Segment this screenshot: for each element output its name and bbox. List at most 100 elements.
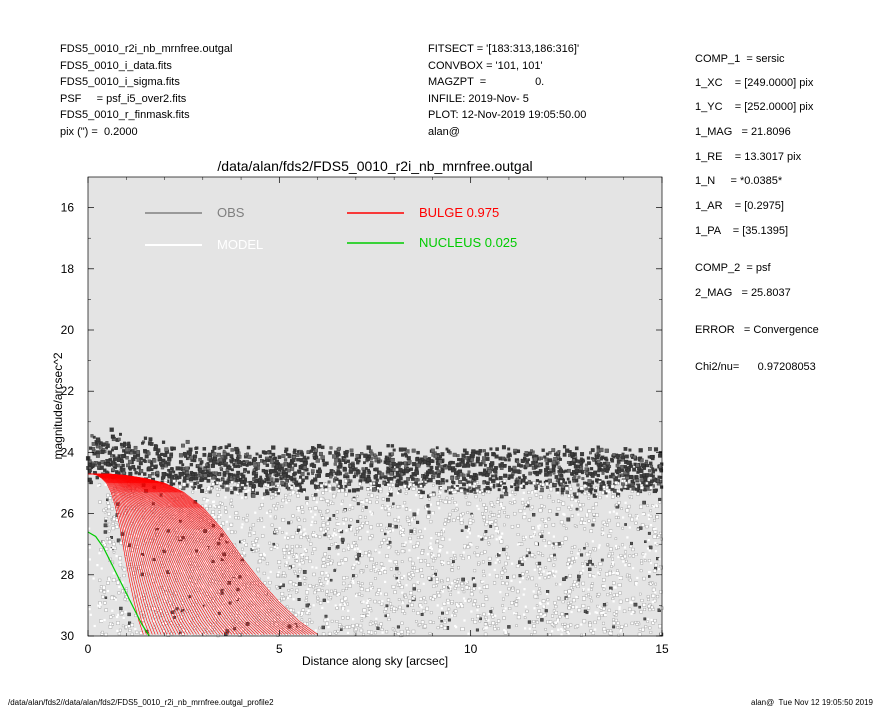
obs-point: [331, 502, 335, 505]
obs-point: [602, 587, 606, 591]
obs-point: [657, 475, 661, 479]
model-point: [579, 521, 582, 524]
obs-point: [603, 523, 607, 527]
obs-point: [357, 553, 361, 557]
model-point: [588, 612, 591, 615]
obs-point: [408, 577, 412, 581]
obs-point: [547, 575, 551, 579]
obs-point: [449, 587, 453, 591]
obs-point: [299, 545, 303, 548]
model-point: [397, 516, 400, 519]
obs-point: [393, 590, 397, 594]
obs-point: [358, 515, 363, 519]
obs-point: [359, 524, 364, 528]
obs-point: [106, 501, 110, 505]
obs-point: [343, 557, 348, 562]
obs-point: [630, 490, 634, 493]
obs-point: [454, 509, 458, 512]
obs-point: [212, 446, 216, 450]
model-point: [369, 510, 372, 513]
obs-point: [213, 471, 218, 476]
model-point: [660, 632, 663, 635]
model-point: [350, 544, 353, 547]
obs-point: [222, 449, 226, 453]
obs-point: [212, 460, 217, 465]
obs-point: [572, 598, 576, 603]
obs-point: [280, 475, 284, 478]
obs-point: [508, 607, 512, 610]
obs-point: [487, 541, 490, 544]
model-point: [110, 597, 114, 600]
obs-point: [325, 499, 330, 503]
model-point: [488, 573, 491, 576]
obs-point: [475, 553, 480, 558]
obs-point: [513, 500, 517, 504]
obs-point: [570, 546, 574, 550]
obs-point: [324, 577, 329, 581]
obs-point: [326, 509, 330, 513]
obs-point: [587, 519, 591, 523]
obs-point: [612, 488, 617, 493]
obs-point: [645, 525, 649, 529]
obs-point: [651, 581, 655, 585]
obs-point: [326, 527, 330, 531]
obs-point: [318, 579, 321, 583]
obs-point: [432, 473, 436, 477]
obs-point: [555, 582, 558, 586]
obs-point: [187, 450, 192, 455]
obs-point: [428, 497, 431, 501]
obs-point: [361, 473, 366, 479]
obs-point: [103, 468, 107, 472]
obs-point: [456, 454, 460, 458]
model-point: [252, 531, 255, 534]
obs-point: [274, 515, 277, 519]
obs-point: [398, 476, 403, 481]
model-point: [496, 530, 500, 533]
obs-point: [410, 603, 414, 607]
model-point: [449, 586, 452, 589]
model-point: [359, 550, 362, 553]
model-point: [342, 522, 345, 525]
model-point: [362, 600, 365, 603]
obs-point: [296, 575, 300, 578]
obs-point: [419, 484, 423, 488]
obs-point: [612, 593, 616, 597]
obs-point: [581, 562, 584, 565]
obs-point: [214, 518, 218, 522]
obs-point: [630, 621, 634, 625]
obs-point: [378, 571, 382, 575]
obs-point: [322, 462, 327, 467]
obs-point: [640, 523, 645, 527]
obs-point: [607, 480, 612, 485]
obs-point: [423, 559, 427, 563]
model-point: [462, 551, 465, 554]
obs-point: [321, 523, 326, 528]
obs-point: [218, 488, 221, 491]
obs-point: [379, 602, 384, 606]
obs-point: [128, 471, 133, 476]
obs-point: [437, 495, 441, 498]
obs-point: [615, 463, 620, 468]
model-point: [343, 603, 347, 606]
obs-point: [562, 524, 566, 527]
obs-point: [291, 458, 296, 463]
obs-point: [202, 452, 207, 457]
obs-point: [399, 630, 404, 634]
obs-point: [380, 528, 384, 532]
model-point: [230, 568, 233, 571]
obs-point: [221, 521, 225, 526]
obs-point: [588, 595, 592, 599]
obs-point: [442, 585, 446, 589]
obs-point: [309, 449, 314, 453]
obs-point: [308, 584, 312, 588]
obs-point: [350, 506, 355, 510]
obs-point: [416, 478, 420, 482]
obs-point: [460, 529, 464, 532]
model-point: [478, 587, 481, 590]
obs-point: [229, 522, 234, 527]
x-tick-label: 0: [85, 642, 92, 656]
obs-point: [628, 495, 632, 498]
model-point: [405, 584, 408, 587]
model-point: [338, 529, 341, 532]
